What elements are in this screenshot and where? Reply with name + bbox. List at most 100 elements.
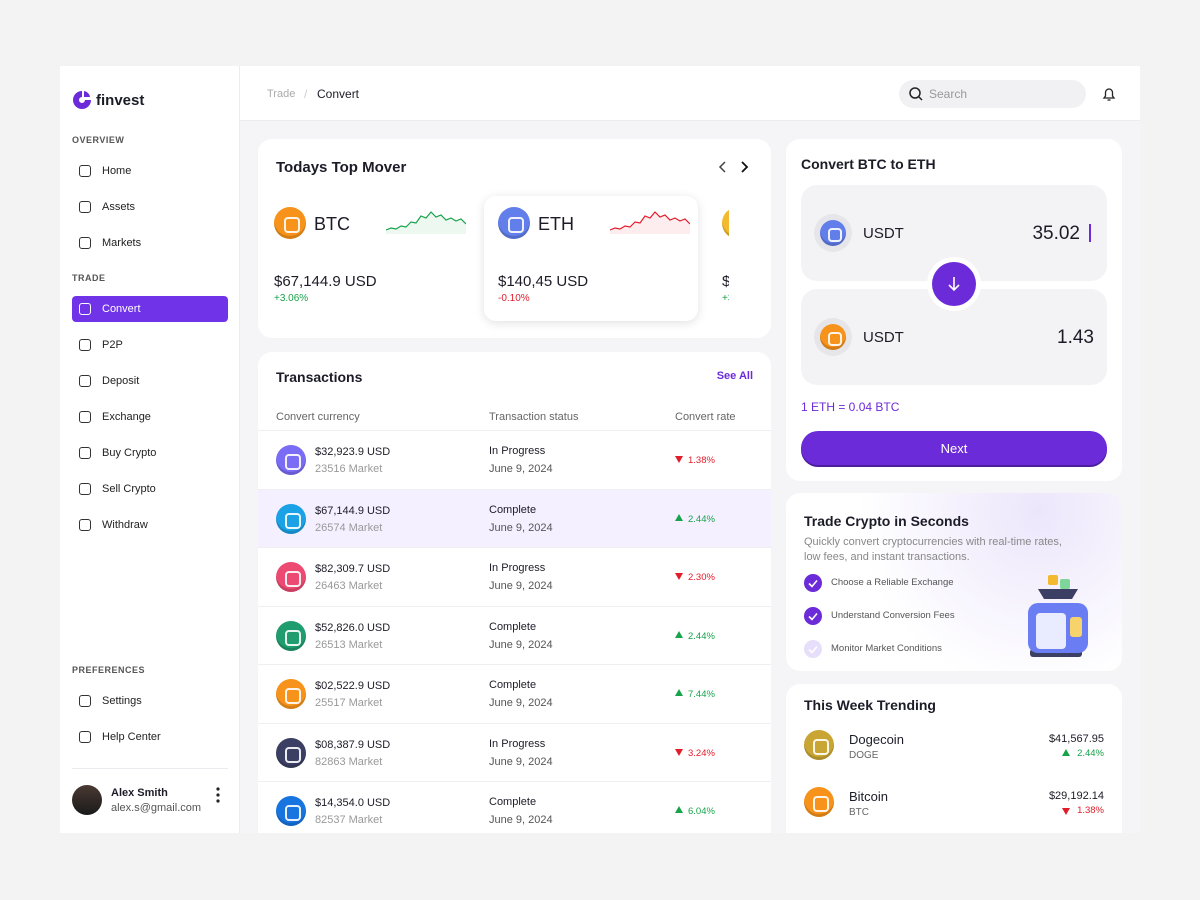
date: June 9, 2024 [489, 463, 553, 475]
search-box[interactable]: Search [899, 80, 1086, 108]
transaction-row[interactable]: $32,923.9 USD 23516 Market In Progress June… [258, 431, 771, 490]
rate: 2.44% [688, 630, 715, 642]
transaction-row[interactable]: $67,144.9 USD 26574 Market Complete June 9,… [258, 489, 771, 548]
transaction-row[interactable]: $08,387.9 USD 82863 Market In Progress June… [258, 724, 771, 782]
divider [72, 768, 228, 769]
coin-symbol: BTC [314, 214, 350, 234]
status: Complete [489, 796, 537, 808]
card-title: Transactions [276, 369, 363, 385]
amount: $67,144.9 USD [315, 504, 391, 517]
amount: $14,354.0 USD [315, 797, 391, 809]
carousel-nav[interactable] [718, 160, 750, 174]
nav-label: Home [102, 165, 132, 177]
nav-item[interactable]: Withdraw [72, 512, 228, 538]
nav-icon [79, 339, 91, 351]
nav-icon [79, 695, 91, 707]
nav-icon [79, 731, 91, 743]
app: finvest Alex Smith alex.s@gmail.com OVER… [60, 66, 1140, 833]
see-all-link[interactable]: See All [716, 370, 753, 382]
rate: 7.44% [688, 689, 715, 700]
step-label: Choose a Reliable Exchange [831, 577, 954, 588]
transaction-row[interactable]: $82,309.7 USD 26463 Market In Progress June… [258, 548, 771, 607]
transaction-row[interactable]: $52,826.0 USD 26513 Market Complete June 9,… [258, 607, 771, 665]
logo-icon [73, 91, 91, 109]
transaction-row[interactable]: $02,522.9 USD 25517 Market Complete June 9,… [258, 665, 771, 724]
card-title: This Week Trending [804, 697, 936, 713]
rate: 6.04% [688, 806, 715, 817]
nav-section-title: TRADE [72, 273, 106, 283]
coin-symbol: DOGE [849, 750, 879, 761]
transaction-row[interactable]: $14,354.0 USD 82537 Market Complete June 9,… [258, 782, 771, 833]
nav-label: Markets [102, 237, 142, 249]
nav-label: Convert [102, 303, 141, 315]
trend-arrow [675, 630, 683, 638]
nav-section-title: OVERVIEW [72, 135, 125, 145]
nav-item[interactable]: Markets [72, 230, 228, 256]
nav-item[interactable]: Convert [72, 296, 228, 322]
coin-change: +3.06% [274, 293, 309, 304]
nav-label: Withdraw [102, 519, 148, 531]
currency: USDT [863, 225, 904, 242]
coin-change: 1.38% [1077, 805, 1104, 816]
trend-arrow [675, 573, 683, 580]
top-mover-card: Todays Top Mover BTC $67,144.9 USD +3.06% E… [258, 139, 771, 338]
nav-label: Deposit [102, 375, 140, 387]
trending-item[interactable]: Dogecoin DOGE $41,567.95 2.44% [786, 726, 1122, 776]
nav-item[interactable]: Buy Crypto [72, 440, 228, 466]
mover-item[interactable]: ETH $140,45 USD -0.10% [484, 196, 698, 321]
rate: 3.24% [688, 747, 715, 759]
coin-icon [498, 207, 530, 239]
nav-item[interactable]: Assets [72, 194, 228, 220]
currency: USDT [863, 329, 904, 346]
nav-label: Help Center [102, 731, 161, 743]
coin-icon [276, 737, 306, 768]
status: In Progress [489, 445, 546, 457]
nav-item[interactable]: Exchange [72, 404, 228, 430]
date: June 9, 2024 [489, 755, 553, 768]
trending-item[interactable]: Bitcoin BTC $29,192.14 1.38% [786, 783, 1122, 833]
coin-icon [276, 503, 306, 534]
next-button[interactable]: Next [801, 431, 1107, 465]
amount: 1.43 [1057, 327, 1094, 348]
nav-item[interactable]: P2P [72, 332, 228, 358]
breadcrumb-parent[interactable]: Trade [267, 88, 296, 100]
rate: 2.44% [688, 513, 715, 525]
date: June 9, 2024 [489, 697, 553, 709]
nav-item[interactable]: Home [72, 158, 228, 184]
coin-icon [276, 620, 306, 651]
user-menu[interactable] [214, 787, 222, 803]
market: 26463 Market [315, 580, 383, 592]
coin-symbol: ETH [538, 214, 574, 234]
market: 26513 Market [315, 638, 383, 651]
header: Trade / Convert Search [240, 66, 1140, 121]
step-label: Monitor Market Conditions [831, 643, 942, 654]
trend-arrow [675, 748, 683, 756]
nav-item[interactable]: Settings [72, 688, 228, 714]
trend-arrow [675, 456, 683, 463]
date: June 9, 2024 [489, 580, 553, 592]
nav-icon [79, 483, 91, 495]
bell-icon[interactable] [1102, 86, 1116, 102]
trend-arrow [1062, 749, 1070, 756]
market: 26574 Market [315, 521, 383, 534]
table-divider [258, 430, 771, 431]
user-name: Alex Smith [111, 787, 168, 799]
breadcrumb-current: Convert [317, 87, 360, 101]
swap-button[interactable] [932, 262, 976, 306]
market: 82863 Market [315, 755, 383, 768]
nav-item[interactable]: Deposit [72, 368, 228, 394]
coin-change: -0.10% [498, 293, 530, 304]
rate: 2.30% [688, 572, 715, 583]
nav-item[interactable]: Help Center [72, 724, 228, 750]
card-title: Todays Top Mover [276, 159, 407, 176]
mover-item[interactable]: BTC $67,144.9 USD +3.06% [260, 196, 474, 321]
coin-icon [276, 796, 306, 826]
sparkline [386, 211, 466, 234]
amount: $82,309.7 USD [315, 563, 391, 575]
nav-item[interactable]: Sell Crypto [72, 476, 228, 502]
avatar[interactable] [72, 785, 102, 815]
coin-icon [276, 445, 306, 475]
amount: $02,522.9 USD [315, 680, 391, 692]
nav-label: Buy Crypto [102, 447, 157, 459]
nav-icon [79, 519, 91, 531]
